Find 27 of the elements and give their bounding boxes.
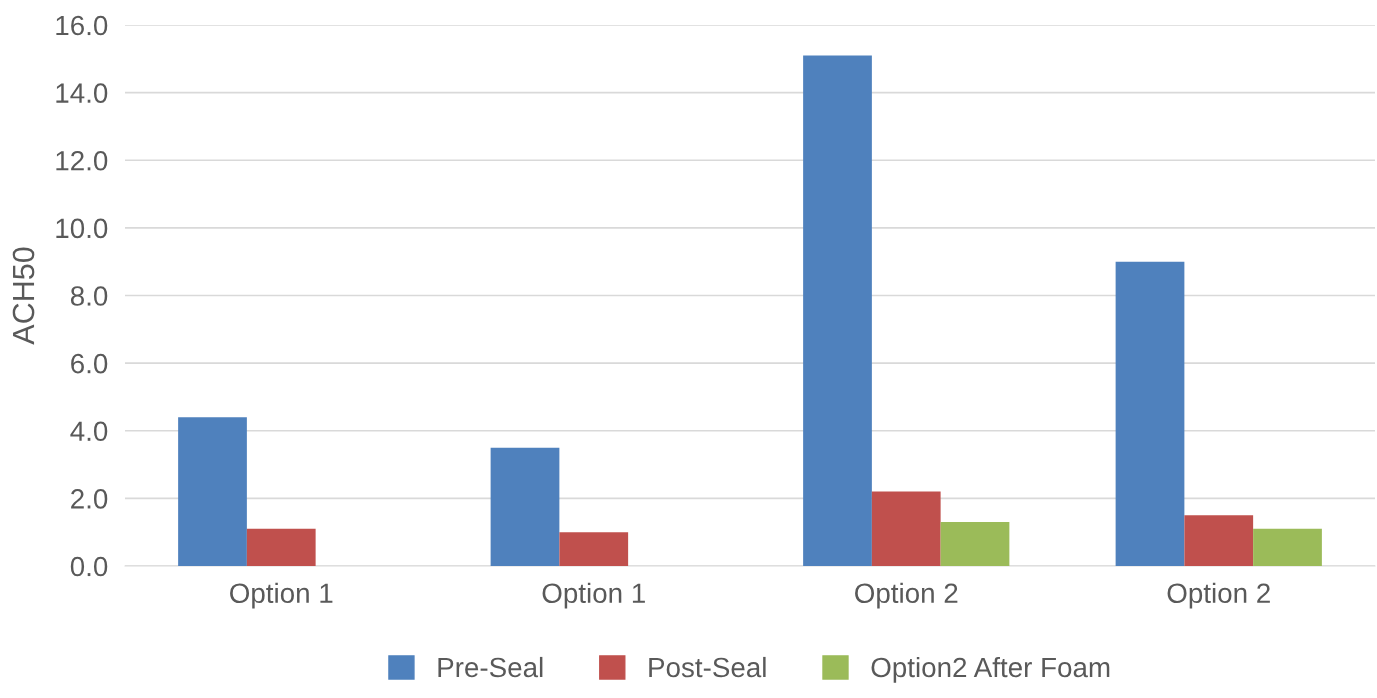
legend-label: Post-Seal [649,656,766,678]
bar [1253,528,1322,566]
y-tick-label: 2.0 [71,489,108,509]
bar [940,522,1010,566]
y-tick-label: 0.0 [70,556,108,577]
bar [803,55,872,566]
y-tick-label: 4.0 [70,421,108,442]
x-tick-label: Option 1 [542,582,645,609]
y-tick-label: 8.0 [70,286,108,306]
legend-label: Pre-Seal [438,656,543,678]
bar [490,447,560,566]
y-tick-label: 12.0 [56,150,108,171]
y-tick-label: 16.0 [56,15,108,36]
x-tick-label: Option 2 [1167,582,1270,609]
y-tick-label: 14.0 [56,83,108,103]
bar [178,417,247,566]
y-tick-label: 6.0 [71,353,108,374]
x-tick-label: Option 1 [230,582,333,609]
bar [246,528,316,566]
bar [559,532,629,566]
bar [1115,261,1185,566]
y-tick-label: 10.0 [56,218,108,239]
y-axis-title: ACH50 [12,247,35,345]
legend-label: Option2 After Foam [871,656,1110,683]
x-tick-label: Option 2 [855,582,958,609]
bar [1184,515,1254,566]
bar [871,491,941,566]
